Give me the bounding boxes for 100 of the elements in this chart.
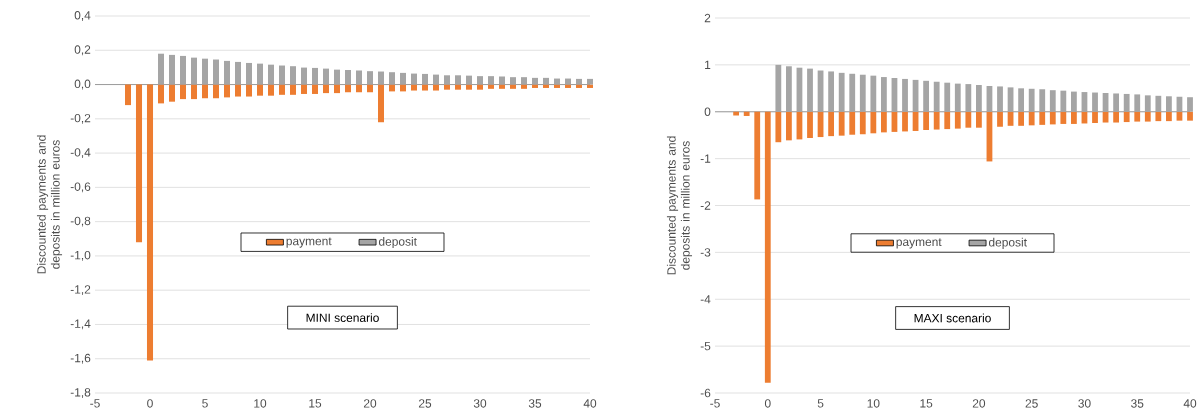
bar xyxy=(344,69,352,85)
annotation: MAXI scenario xyxy=(914,313,991,323)
y-tick-label: -0,8 xyxy=(70,216,91,227)
bar xyxy=(399,72,407,85)
y-tick-label: -5 xyxy=(700,341,711,351)
bar xyxy=(388,72,396,85)
bar xyxy=(828,111,835,137)
bar xyxy=(212,59,220,85)
bar xyxy=(838,72,845,112)
bar xyxy=(1092,92,1098,112)
bar xyxy=(146,84,154,361)
y-tick-label: 2 xyxy=(704,13,711,23)
bar xyxy=(807,68,813,112)
bar xyxy=(1028,88,1035,112)
x-tick-label: -5 xyxy=(90,399,100,408)
x-tick-label: 25 xyxy=(1025,399,1038,408)
x-tick-label: 30 xyxy=(1078,399,1091,408)
y-tick-label: 0,2 xyxy=(74,45,91,56)
x-tick-label: 30 xyxy=(473,399,487,408)
bar xyxy=(520,77,528,85)
bar xyxy=(1155,111,1162,122)
y-tick-label: -1,2 xyxy=(70,285,91,296)
x-tick-label: 15 xyxy=(309,399,322,408)
bar xyxy=(157,84,165,104)
bar xyxy=(1187,111,1193,121)
x-tick-label: 35 xyxy=(528,399,542,408)
bar xyxy=(212,84,220,99)
bar xyxy=(933,81,940,112)
bar xyxy=(443,75,451,85)
bar xyxy=(859,74,866,112)
y-tick-label: -0,4 xyxy=(70,148,91,159)
bar xyxy=(1028,111,1035,126)
bar xyxy=(933,111,940,130)
bar xyxy=(838,111,845,136)
y-tick-label: -1,6 xyxy=(70,353,91,364)
bar xyxy=(1071,111,1077,124)
bar xyxy=(322,68,330,85)
bar xyxy=(954,83,961,112)
bar xyxy=(267,84,275,96)
bar xyxy=(1039,111,1046,125)
bar xyxy=(764,111,771,383)
bar xyxy=(997,86,1003,112)
bar xyxy=(902,111,908,132)
bar xyxy=(223,84,231,98)
bar xyxy=(859,111,866,135)
bar xyxy=(564,78,572,85)
bar xyxy=(135,84,143,243)
bar xyxy=(1166,96,1172,112)
bar xyxy=(1018,111,1025,126)
bar xyxy=(267,64,275,85)
bar xyxy=(333,84,341,94)
bar xyxy=(454,84,462,90)
bar xyxy=(944,111,951,130)
bar xyxy=(311,67,319,85)
bar xyxy=(465,84,473,90)
y-tick-label: -6 xyxy=(700,388,711,398)
bar xyxy=(1123,93,1130,112)
bar xyxy=(278,65,286,85)
bar xyxy=(997,111,1003,127)
bar xyxy=(1049,111,1056,125)
y-tick-label: -0,6 xyxy=(70,182,91,193)
bar xyxy=(124,84,132,106)
legend-label: payment xyxy=(286,237,332,248)
bar xyxy=(1144,95,1151,112)
legend-label: deposit xyxy=(988,237,1027,249)
bar xyxy=(1134,111,1141,122)
bar xyxy=(743,111,750,116)
bar xyxy=(754,111,761,200)
bar xyxy=(786,66,792,112)
bar xyxy=(1060,111,1067,124)
bar xyxy=(923,111,930,131)
bar xyxy=(807,111,813,138)
bar xyxy=(1144,111,1151,122)
bar xyxy=(542,77,550,85)
bar xyxy=(190,57,198,85)
x-tick-label: 40 xyxy=(583,399,597,408)
bar xyxy=(1187,97,1193,112)
bar xyxy=(1071,91,1077,112)
bar xyxy=(245,62,253,85)
annotation: MINI scenario xyxy=(306,313,379,322)
y-tick-label: 0,0 xyxy=(74,79,91,90)
x-tick-label: 20 xyxy=(363,399,377,408)
bar xyxy=(190,84,198,100)
bar xyxy=(289,66,297,85)
bar xyxy=(454,75,462,85)
y-tick-label: 0 xyxy=(704,107,711,116)
bar xyxy=(322,84,330,94)
bar xyxy=(775,111,782,143)
bar xyxy=(881,111,887,133)
y-tick-label: -1 xyxy=(700,154,711,163)
bar xyxy=(223,60,231,85)
y-tick-label: -4 xyxy=(700,295,711,304)
y-tick-label: -2 xyxy=(700,201,711,210)
bar xyxy=(902,78,908,112)
bar xyxy=(366,71,374,85)
y-tick-label: -0,2 xyxy=(70,113,91,124)
bar xyxy=(245,84,253,97)
bar xyxy=(1155,95,1162,112)
bar xyxy=(421,73,429,85)
bar xyxy=(586,78,594,85)
